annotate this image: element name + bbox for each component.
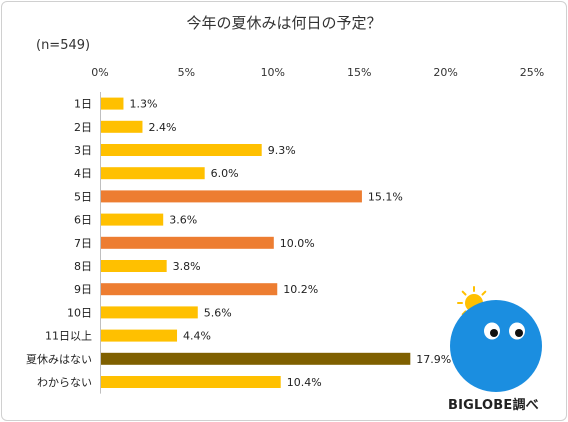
category-label: 3日 <box>74 144 92 157</box>
bar <box>101 306 198 319</box>
category-label: 4日 <box>74 167 92 180</box>
bar <box>101 97 124 110</box>
bar <box>101 236 274 249</box>
mascot-body <box>450 300 542 392</box>
data-label: 5.6% <box>204 306 232 319</box>
data-label: 1.3% <box>129 98 157 111</box>
category-label: 6日 <box>74 214 92 227</box>
category-label: 夏休みはない <box>26 353 92 366</box>
x-tick-label: 25% <box>520 66 544 79</box>
sun-ray <box>481 290 487 296</box>
data-label: 3.8% <box>173 260 201 273</box>
bar <box>101 260 167 272</box>
data-label: 10.0% <box>280 237 315 250</box>
credit-text: BIGLOBE調べ <box>448 398 539 413</box>
bars <box>101 97 411 388</box>
bar <box>101 376 281 388</box>
x-tick-label: 20% <box>433 66 457 79</box>
x-tick-label: 10% <box>261 66 285 79</box>
category-label: 7日 <box>74 237 92 250</box>
category-label: 8日 <box>74 260 92 273</box>
bar <box>101 120 143 133</box>
data-label: 2.4% <box>148 121 176 134</box>
biglobe-mascot-icon <box>450 286 542 392</box>
category-label: 5日 <box>74 190 92 203</box>
bar <box>101 144 262 156</box>
data-label: 4.4% <box>183 330 211 343</box>
bar <box>101 352 411 365</box>
data-label: 10.2% <box>283 283 318 296</box>
bar <box>101 190 362 203</box>
bar <box>101 329 178 342</box>
x-tick-label: 0% <box>91 66 108 79</box>
bar <box>101 213 164 226</box>
mascot-eyes <box>484 322 525 340</box>
chart-title: 今年の夏休みは何日の予定？ <box>186 14 382 32</box>
sun-ray <box>461 290 467 296</box>
sample-size-note: (n=549) <box>36 38 91 53</box>
x-tick-label: 5% <box>178 66 195 79</box>
x-axis-ticks: 0% 5% 10% 15% 20% 25% <box>91 66 544 79</box>
x-tick-label: 15% <box>347 66 371 79</box>
data-label: 10.4% <box>287 376 322 389</box>
data-label: 17.9% <box>416 353 451 366</box>
data-label: 3.6% <box>169 214 197 227</box>
data-label: 6.0% <box>211 167 239 180</box>
data-label: 15.1% <box>368 190 403 203</box>
category-label: 9日 <box>74 283 92 296</box>
value-labels: 1.3% 2.4% 9.3% 6.0% 15.1% 3.6% 10.0% 3.8% 10.2% 5… <box>129 98 451 389</box>
bar <box>101 167 205 180</box>
category-label: 11日以上 <box>45 330 92 343</box>
category-label: 2日 <box>74 121 92 134</box>
category-label: 1日 <box>74 98 92 111</box>
category-label: 10日 <box>67 306 92 319</box>
category-label: わからない <box>37 376 92 389</box>
data-label: 9.3% <box>268 144 296 157</box>
bar <box>101 283 278 296</box>
